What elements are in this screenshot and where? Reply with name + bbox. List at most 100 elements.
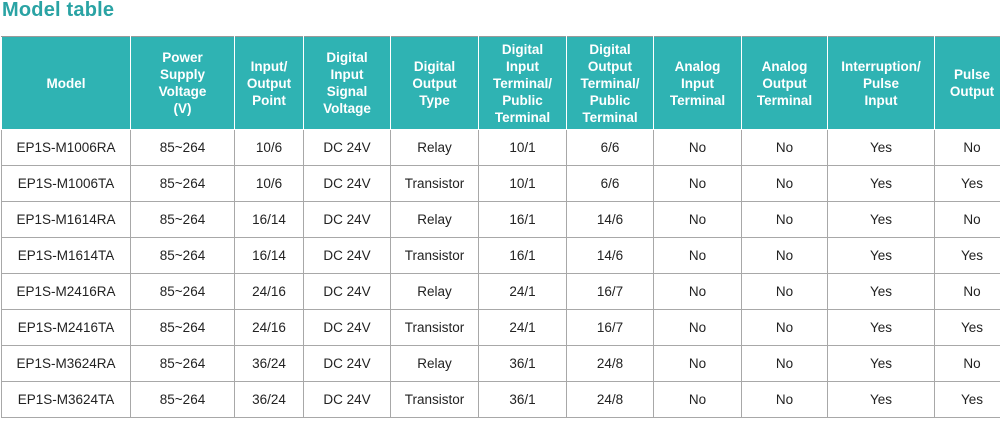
cell-digital-input-terminal: 24/1 xyxy=(478,273,567,310)
cell-analog-input-terminal: No xyxy=(653,237,742,274)
cell-model: EP1S-M3624RA xyxy=(1,345,131,382)
table-row: EP1S-M2416TA 85~264 24/16 DC 24V Transistor 2… xyxy=(1,309,1000,346)
cell-interruption-pulse-input: Yes xyxy=(827,381,935,418)
cell-model: EP1S-M2416TA xyxy=(1,309,131,346)
cell-digital-input-signal-voltage: DC 24V xyxy=(303,381,391,418)
cell-model: EP1S-M1614RA xyxy=(1,201,131,238)
table-row: EP1S-M2416RA 85~264 24/16 DC 24V Relay 24/1 16… xyxy=(1,273,1000,310)
cell-digital-output-terminal: 14/6 xyxy=(566,201,654,238)
cell-model: EP1S-M2416RA xyxy=(1,273,131,310)
cell-analog-output-terminal: No xyxy=(741,273,828,310)
cell-interruption-pulse-input: Yes xyxy=(827,165,935,202)
cell-interruption-pulse-input: Yes xyxy=(827,237,935,274)
cell-pulse-output: Yes xyxy=(934,381,1000,418)
cell-digital-input-terminal: 10/1 xyxy=(478,165,567,202)
header-digital-output-type: Digital Output Type xyxy=(390,36,479,130)
cell-digital-output-terminal: 6/6 xyxy=(566,129,654,166)
cell-analog-output-terminal: No xyxy=(741,129,828,166)
cell-digital-output-terminal: 16/7 xyxy=(566,309,654,346)
header-digital-input-terminal: Digital Input Terminal/ Public Terminal xyxy=(478,36,567,130)
cell-analog-output-terminal: No xyxy=(741,345,828,382)
cell-input-output-point: 10/6 xyxy=(234,129,304,166)
table-row: EP1S-M1006RA 85~264 10/6 DC 24V Relay 10/1 6/6… xyxy=(1,129,1000,166)
cell-digital-input-signal-voltage: DC 24V xyxy=(303,129,391,166)
cell-power-supply-voltage: 85~264 xyxy=(130,237,235,274)
cell-power-supply-voltage: 85~264 xyxy=(130,309,235,346)
table-row: EP1S-M1614TA 85~264 16/14 DC 24V Transistor 1… xyxy=(1,237,1000,274)
cell-pulse-output: Yes xyxy=(934,309,1000,346)
cell-digital-output-type: Relay xyxy=(390,129,479,166)
cell-power-supply-voltage: 85~264 xyxy=(130,201,235,238)
cell-analog-output-terminal: No xyxy=(741,165,828,202)
cell-input-output-point: 24/16 xyxy=(234,309,304,346)
header-row: Model Power Supply Voltage (V) Input/ Ou… xyxy=(1,36,1000,130)
cell-digital-input-signal-voltage: DC 24V xyxy=(303,201,391,238)
cell-pulse-output: No xyxy=(934,273,1000,310)
cell-digital-input-signal-voltage: DC 24V xyxy=(303,165,391,202)
cell-digital-input-terminal: 10/1 xyxy=(478,129,567,166)
cell-interruption-pulse-input: Yes xyxy=(827,309,935,346)
cell-analog-input-terminal: No xyxy=(653,309,742,346)
cell-digital-input-signal-voltage: DC 24V xyxy=(303,345,391,382)
header-analog-input-terminal: Analog Input Terminal xyxy=(653,36,742,130)
cell-power-supply-voltage: 85~264 xyxy=(130,273,235,310)
cell-digital-output-type: Transistor xyxy=(390,381,479,418)
cell-model: EP1S-M1006RA xyxy=(1,129,131,166)
cell-digital-output-type: Transistor xyxy=(390,309,479,346)
cell-analog-output-terminal: No xyxy=(741,381,828,418)
cell-model: EP1S-M1006TA xyxy=(1,165,131,202)
cell-digital-input-terminal: 36/1 xyxy=(478,345,567,382)
cell-digital-input-terminal: 36/1 xyxy=(478,381,567,418)
header-input-output-point: Input/ Output Point xyxy=(234,36,304,130)
cell-digital-input-signal-voltage: DC 24V xyxy=(303,237,391,274)
cell-pulse-output: Yes xyxy=(934,165,1000,202)
cell-input-output-point: 10/6 xyxy=(234,165,304,202)
cell-power-supply-voltage: 85~264 xyxy=(130,165,235,202)
header-digital-input-signal-voltage: Digital Input Signal Voltage xyxy=(303,36,391,130)
cell-input-output-point: 24/16 xyxy=(234,273,304,310)
cell-digital-input-terminal: 24/1 xyxy=(478,309,567,346)
cell-model: EP1S-M1614TA xyxy=(1,237,131,274)
cell-digital-input-terminal: 16/1 xyxy=(478,237,567,274)
cell-pulse-output: No xyxy=(934,201,1000,238)
cell-digital-output-type: Transistor xyxy=(390,165,479,202)
cell-pulse-output: Yes xyxy=(934,237,1000,274)
cell-digital-output-terminal: 24/8 xyxy=(566,345,654,382)
cell-input-output-point: 36/24 xyxy=(234,381,304,418)
cell-model: EP1S-M3624TA xyxy=(1,381,131,418)
cell-digital-output-type: Relay xyxy=(390,201,479,238)
cell-digital-input-signal-voltage: DC 24V xyxy=(303,309,391,346)
cell-pulse-output: No xyxy=(934,345,1000,382)
cell-analog-input-terminal: No xyxy=(653,201,742,238)
cell-power-supply-voltage: 85~264 xyxy=(130,129,235,166)
cell-input-output-point: 36/24 xyxy=(234,345,304,382)
cell-analog-input-terminal: No xyxy=(653,165,742,202)
header-digital-output-terminal: Digital Output Terminal/ Public Terminal xyxy=(566,36,654,130)
model-table: Model Power Supply Voltage (V) Input/ Ou… xyxy=(1,36,1000,418)
header-interruption-pulse-input: Interruption/ Pulse Input xyxy=(827,36,935,130)
cell-digital-output-type: Relay xyxy=(390,273,479,310)
table-row: EP1S-M3624TA 85~264 36/24 DC 24V Transistor 3… xyxy=(1,381,1000,418)
cell-analog-output-terminal: No xyxy=(741,237,828,274)
header-power-supply-voltage: Power Supply Voltage (V) xyxy=(130,36,235,130)
cell-interruption-pulse-input: Yes xyxy=(827,129,935,166)
cell-pulse-output: No xyxy=(934,129,1000,166)
header-pulse-output: Pulse Output xyxy=(934,36,1000,130)
header-model: Model xyxy=(1,36,131,130)
cell-digital-output-terminal: 14/6 xyxy=(566,237,654,274)
cell-digital-input-terminal: 16/1 xyxy=(478,201,567,238)
cell-digital-output-terminal: 24/8 xyxy=(566,381,654,418)
table-row: EP1S-M3624RA 85~264 36/24 DC 24V Relay 36/1 24… xyxy=(1,345,1000,382)
cell-analog-input-terminal: No xyxy=(653,381,742,418)
header-analog-output-terminal: Analog Output Terminal xyxy=(741,36,828,130)
cell-power-supply-voltage: 85~264 xyxy=(130,345,235,382)
cell-interruption-pulse-input: Yes xyxy=(827,345,935,382)
cell-digital-output-terminal: 6/6 xyxy=(566,165,654,202)
cell-analog-output-terminal: No xyxy=(741,201,828,238)
cell-digital-input-signal-voltage: DC 24V xyxy=(303,273,391,310)
cell-analog-input-terminal: No xyxy=(653,129,742,166)
cell-digital-output-terminal: 16/7 xyxy=(566,273,654,310)
cell-input-output-point: 16/14 xyxy=(234,201,304,238)
cell-interruption-pulse-input: Yes xyxy=(827,201,935,238)
cell-analog-input-terminal: No xyxy=(653,345,742,382)
